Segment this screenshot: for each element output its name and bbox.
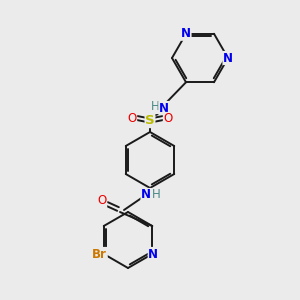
Text: S: S (145, 115, 155, 128)
Text: H: H (151, 100, 159, 113)
Text: Br: Br (92, 248, 107, 260)
Text: O: O (128, 112, 136, 125)
Text: N: N (148, 248, 158, 260)
Text: N: N (141, 188, 151, 202)
Text: N: N (181, 27, 191, 40)
Text: H: H (152, 188, 160, 202)
Text: N: N (223, 52, 233, 64)
Text: O: O (164, 112, 172, 125)
Text: N: N (159, 101, 169, 115)
Text: O: O (98, 194, 106, 208)
